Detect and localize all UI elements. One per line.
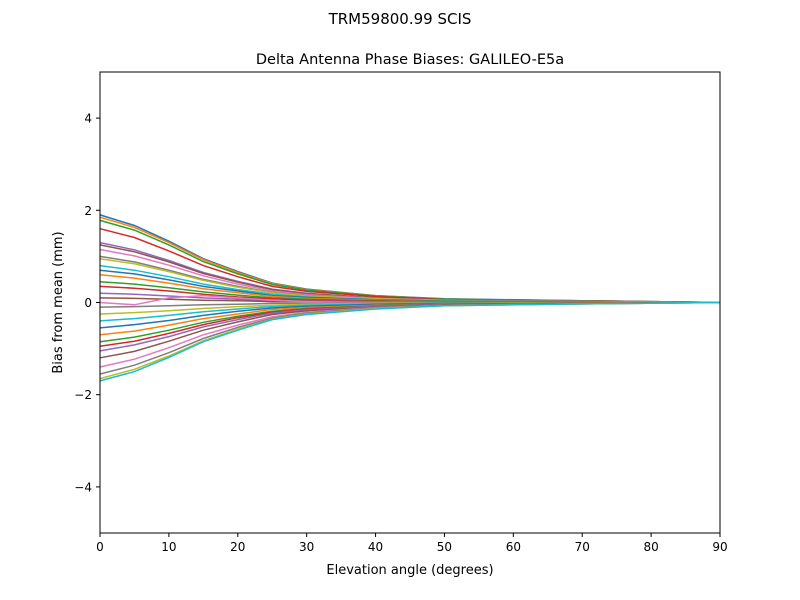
chart-title: Delta Antenna Phase Biases: GALILEO-E5a [256,52,564,68]
series-line-28 [99,301,721,380]
x-axis: 0 10 20 30 40 50 60 70 80 90 [96,533,728,554]
x-tick-label: 0 [96,540,104,554]
series-line-29 [99,301,721,382]
x-axis-label: Elevation angle (degrees) [326,563,493,578]
x-tick-label: 70 [575,540,590,554]
y-axis: −4 −2 0 2 4 [74,112,100,494]
y-tick-label: 0 [84,296,92,310]
series-line-22 [99,301,721,343]
x-tick-label: 60 [506,540,521,554]
series-lines [99,214,721,382]
y-axis-label: Bias from mean (mm) [51,231,66,373]
x-tick-label: 30 [299,540,314,554]
y-tick-label: 2 [84,204,92,218]
x-tick-label: 90 [712,540,727,554]
y-tick-label: −2 [74,388,92,402]
x-tick-label: 10 [161,540,176,554]
y-tick-label: 4 [84,112,92,126]
chart-suptitle: TRM59800.99 SCIS [328,10,472,28]
x-tick-label: 20 [230,540,245,554]
x-tick-label: 80 [643,540,658,554]
series-line-3 [99,227,721,304]
y-tick-label: −4 [74,480,92,494]
x-tick-label: 40 [368,540,383,554]
series-line-1 [99,216,721,304]
series-line-0 [99,214,721,304]
x-tick-label: 50 [437,540,452,554]
